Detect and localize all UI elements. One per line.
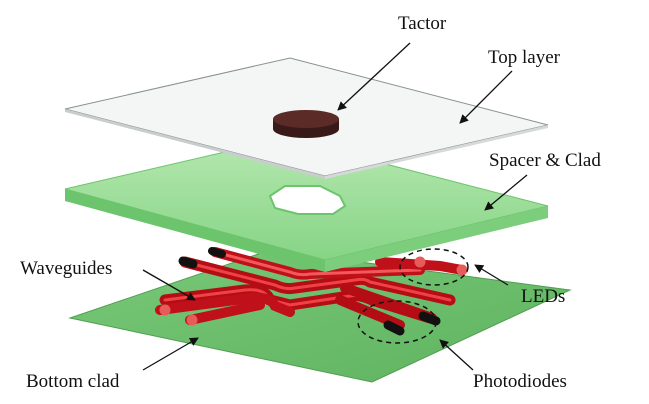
- spacer-clad-arrow: [484, 174, 528, 211]
- photodiodes-label: Photodiodes: [473, 371, 567, 392]
- top-layer-arrow: [459, 70, 513, 124]
- top-layer-label: Top layer: [488, 47, 561, 68]
- led-tips: [159, 256, 468, 326]
- photodiodes-arrow: [439, 339, 474, 371]
- waveguides-arrow: [142, 269, 196, 301]
- waveguide-assembly: [155, 247, 468, 336]
- spacer-clad-label: Spacer & Clad: [489, 150, 601, 171]
- waveguides-label: Waveguides: [20, 258, 113, 279]
- led-dashed-outline: [399, 248, 469, 286]
- bottom-clad-label: Bottom clad: [26, 371, 120, 392]
- bottom-clad-layer: [68, 249, 572, 383]
- leds-label: LEDs: [521, 286, 566, 307]
- spacer-clad-layer: [64, 137, 549, 272]
- bottom-clad-arrow: [142, 337, 199, 371]
- photodiode-tips: [178, 247, 441, 336]
- tactor-arrow: [337, 42, 411, 111]
- leader-arrows: [142, 42, 528, 371]
- tactor-disk: [273, 110, 339, 138]
- photodiode-dashed-outline: [357, 300, 437, 344]
- tactor-label: Tactor: [398, 13, 447, 34]
- leds-arrow: [474, 264, 509, 286]
